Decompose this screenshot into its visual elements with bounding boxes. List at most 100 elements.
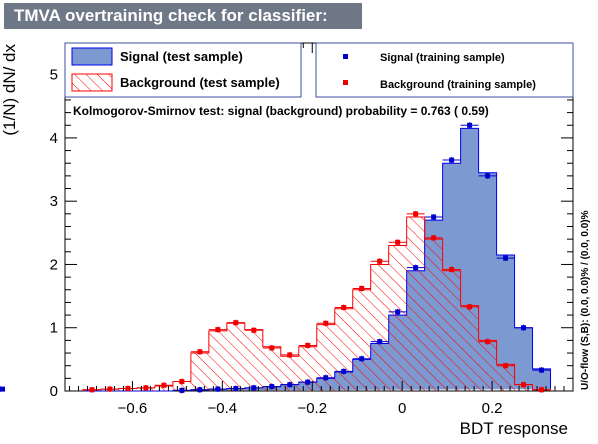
signal-train-point: [442, 157, 461, 164]
background-train-point-marker: [521, 382, 527, 388]
marker-layer: [0, 122, 551, 394]
background-train-point: [496, 362, 515, 369]
y-tick-label: 2: [50, 256, 58, 273]
signal-train-point: [532, 367, 551, 374]
legend-label-background-train: Background (training sample): [380, 79, 536, 91]
legend-swatch-background-test: [71, 73, 113, 92]
signal-train-point: [172, 387, 191, 394]
signal-train-point-marker: [521, 325, 527, 331]
signal-train-point-marker: [233, 385, 239, 391]
background-train-point-marker: [287, 352, 293, 358]
background-train-point-marker: [269, 345, 275, 351]
background-train-point: [82, 386, 101, 393]
y-axis-title: (1/N) dN/ dx: [0, 44, 19, 136]
background-train-point: [316, 320, 335, 327]
signal-train-point: [424, 214, 443, 220]
background-train-point-marker: [125, 385, 131, 391]
background-train-point-marker: [539, 387, 545, 393]
x-tick-label: −0.6: [118, 400, 148, 417]
background-train-point: [478, 338, 497, 345]
signal-train-point-marker: [395, 309, 401, 315]
background-train-point-marker: [485, 339, 491, 345]
ks-test-label: Kolmogorov-Smirnov test: signal (backgro…: [73, 104, 489, 118]
background-train-point-marker: [215, 327, 221, 333]
background-train-point-marker: [89, 387, 95, 393]
background-train-point: [442, 266, 461, 273]
signal-train-point: [334, 368, 353, 375]
signal-train-point-marker: [377, 339, 383, 345]
signal-train-point-marker: [413, 265, 419, 271]
x-tick-label: −0.2: [297, 400, 327, 417]
background-train-point: [172, 378, 191, 385]
legend-marker-background-train: [343, 80, 348, 85]
signal-train-point: [280, 381, 299, 388]
background-train-point: [334, 304, 353, 311]
overflow-label: U/O-flow (S,B): (0.0, 0.0)% / (0.0, 0.0)…: [580, 210, 591, 390]
signal-train-point: [226, 385, 245, 392]
signal-train-point: [406, 264, 425, 271]
background-train-point-marker: [233, 320, 239, 326]
background-train-point-marker: [431, 235, 437, 241]
signal-train-point-marker: [449, 157, 455, 163]
background-train-point-marker: [251, 327, 257, 333]
background-train-point: [118, 385, 137, 392]
signal-train-point-marker: [251, 385, 257, 391]
background-train-point-marker: [305, 342, 311, 348]
signal-train-point-marker: [539, 367, 545, 373]
background-train-point: [244, 327, 263, 334]
background-train-point: [460, 303, 479, 310]
signal-train-point: [262, 383, 281, 390]
signal-train-point-marker: [503, 255, 509, 261]
background-train-point: [352, 285, 371, 292]
signal-train-point: [388, 308, 407, 315]
background-train-point-marker: [197, 349, 203, 355]
signal-train-point: [0, 386, 5, 393]
background-train-point: [388, 239, 407, 246]
background-train-point: [424, 234, 443, 241]
background-train-point: [406, 210, 425, 217]
background-train-point-marker: [179, 379, 185, 385]
background-train-point-marker: [107, 386, 113, 392]
signal-train-point: [496, 255, 515, 262]
signal-train-point: [316, 374, 335, 381]
y-tick-label: 1: [50, 320, 58, 337]
signal-train-point: [514, 324, 533, 331]
signal-train-point-marker: [341, 368, 347, 374]
background-train-point: [208, 326, 227, 333]
background-train-point: [262, 344, 281, 351]
background-train-point-marker: [395, 239, 401, 245]
signal-train-point-marker: [431, 214, 437, 220]
signal-train-point: [460, 122, 479, 129]
background-train-point: [298, 342, 317, 349]
legend-left: Signal (test sample) Background (test sa…: [64, 42, 302, 98]
y-tick-label: 3: [50, 193, 58, 210]
background-train-point-marker: [323, 320, 329, 326]
signal-train-point-marker: [287, 382, 293, 388]
signal-train-point-marker: [305, 379, 311, 385]
signal-train-point-marker: [0, 386, 5, 392]
signal-train-point-marker: [179, 387, 185, 393]
background-train-point: [514, 381, 533, 388]
background-train-point-marker: [359, 285, 365, 291]
signal-train-point: [370, 338, 389, 345]
signal-train-point: [244, 384, 263, 391]
legend-marker-signal-train: [343, 54, 348, 59]
x-tick-label: −0.4: [208, 400, 238, 417]
signal-train-point-marker: [467, 122, 473, 128]
signal-train-point: [298, 379, 317, 386]
background-train-point: [532, 386, 551, 393]
legend-swatch-signal-test: [71, 47, 113, 66]
background-train-point-marker: [161, 382, 167, 388]
background-train-point: [190, 348, 209, 355]
background-train-point: [136, 384, 155, 391]
x-axis-title: BDT response: [460, 419, 568, 438]
y-tick-label: 5: [50, 67, 58, 84]
signal-train-point-marker: [197, 387, 203, 393]
background-train-point: [280, 351, 299, 358]
background-train-point-marker: [467, 304, 473, 310]
signal-train-point-marker: [359, 356, 365, 362]
background-train-point: [154, 382, 173, 389]
background-train-point-marker: [377, 258, 383, 264]
chart-title: TMVA overtraining check for classifier: …: [4, 3, 362, 51]
